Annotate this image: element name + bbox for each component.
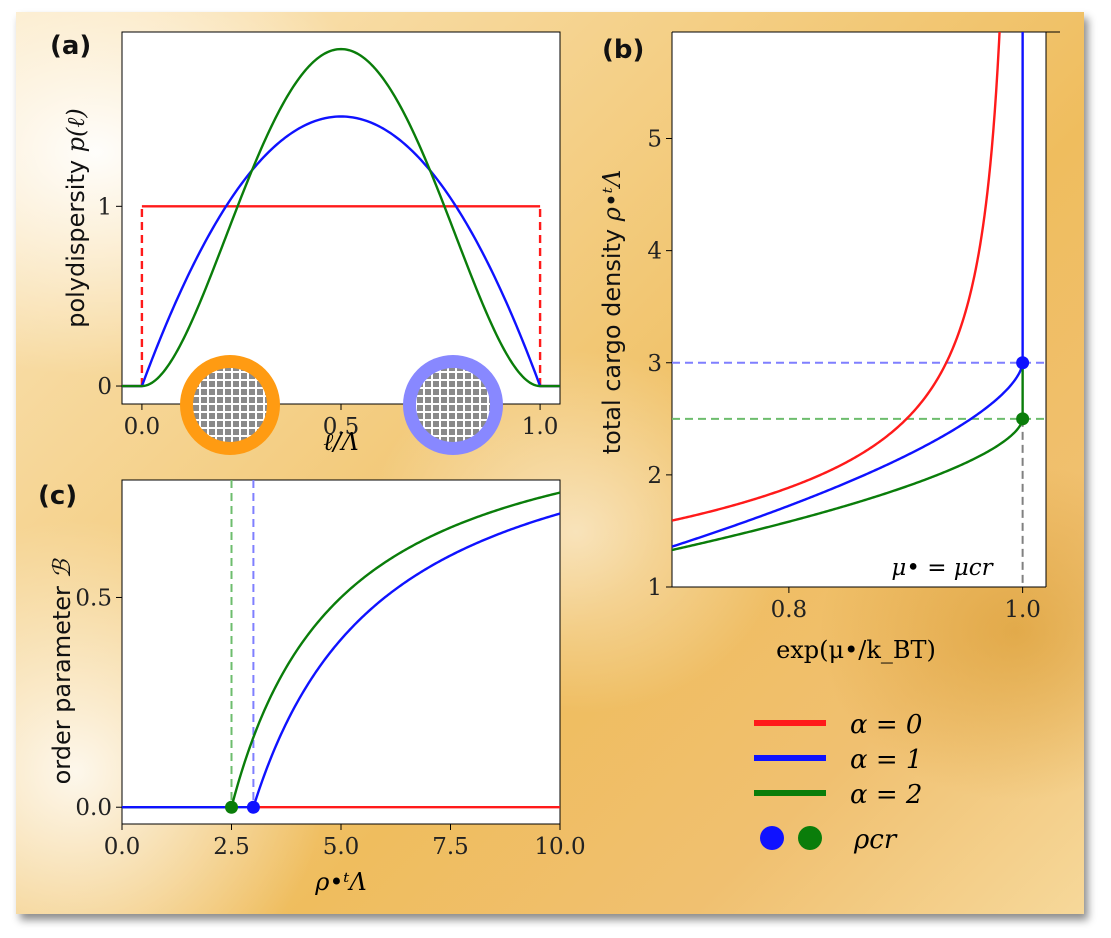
alpha2-critical-point [225, 800, 238, 814]
blue-particle-icon [403, 355, 503, 455]
panel-b-ytick-label: 3 [647, 351, 662, 377]
panel-a-label: (a) [50, 31, 91, 61]
legend-label-rho-cr: ρcr [853, 825, 898, 855]
alpha1-critical-point [1016, 356, 1030, 370]
panel-c-xtick-label: 7.5 [432, 834, 469, 860]
legend: α = 0 α = 1 α = 2 ρcr [754, 710, 922, 855]
panel-c-xlabel: ρ•ᵗΛ [314, 868, 367, 896]
alpha1-line [122, 512, 560, 809]
legend-marker-green [798, 826, 822, 850]
panel-b-xlabel: exp(μ•/k_BT) [776, 636, 936, 664]
panel-b-xtick-label: 1.0 [1004, 597, 1041, 623]
panel-b-ytick-label: 4 [647, 239, 662, 265]
panel-b-ytick-label: 5 [647, 127, 662, 153]
panel-c: 0.0 2.5 5.0 7.5 10.0 0.0 0.5 (c) order paramet… [38, 479, 586, 896]
alpha1-critical-point [246, 800, 260, 814]
panel-b: 0.8 1.0 1 2 3 4 5 (b) total cargo density ρ•ᵗΛ… [598, 31, 1060, 664]
panel-c-xtick-label: 2.5 [213, 834, 250, 860]
panel-c-xtick-label: 5.0 [323, 834, 360, 860]
panel-b-ytick-label: 2 [647, 463, 662, 489]
panel-a-xtick-label: 0.0 [124, 414, 161, 440]
orange-particle-icon [180, 355, 280, 455]
figure-background: 0.0 0.5 1.0 0 1 (a) polydispersity p(ℓ) ℓ/Λ … [16, 12, 1084, 914]
panel-c-xtick-label: 0.0 [104, 834, 141, 860]
legend-marker-blue [760, 826, 784, 850]
orange-core [193, 368, 267, 442]
alpha2-line [672, 362, 1024, 552]
panel-a-xtick-label: 0.5 [323, 414, 360, 440]
panel-b-plot-area [672, 32, 1046, 587]
legend-label-alpha0: α = 0 [850, 710, 922, 740]
legend-label-alpha2: α = 2 [850, 780, 922, 810]
panel-c-xtick-label: 10.0 [534, 834, 585, 860]
panel-c-label: (c) [38, 481, 77, 511]
panel-c-ylabel: order parameter ℬ [48, 557, 76, 784]
panel-c-plot-area [121, 479, 561, 825]
alpha1-line [122, 115, 560, 388]
panel-c-ytick-label: 0.5 [75, 585, 112, 611]
panel-a-ytick-label: 1 [97, 194, 112, 220]
panel-a: 0.0 0.5 1.0 0 1 (a) polydispersity p(ℓ) ℓ/Λ [50, 31, 561, 456]
alpha2-line [122, 491, 560, 809]
panel-a-plot-area [121, 31, 561, 405]
panel-c-ytick-label: 0.0 [75, 795, 112, 821]
blue-core [416, 368, 490, 442]
panel-b-xtick-label: 0.8 [771, 597, 808, 623]
alpha2-line [122, 47, 560, 388]
panel-b-label: (b) [602, 35, 644, 65]
alpha0-line [672, 32, 1001, 522]
panel-a-ytick-label: 0 [97, 374, 112, 400]
panel-a-ylabel: polydispersity p(ℓ) [62, 108, 90, 328]
panel-b-ytick-label: 1 [647, 575, 662, 601]
panel-a-xtick-label: 1.0 [522, 414, 559, 440]
alpha1-line [672, 32, 1024, 548]
panel-a-xlabel: ℓ/Λ [323, 428, 358, 456]
panel-b-annotation: μ• = μcr [891, 555, 994, 581]
alpha2-critical-point [1016, 412, 1030, 426]
legend-label-alpha1: α = 1 [850, 745, 922, 775]
figure-canvas: 0.0 0.5 1.001 (a) polydispersity p(ℓ) ℓ/Λ … [38, 31, 1060, 896]
panel-b-ylabel: total cargo density ρ•ᵗΛ [598, 170, 626, 455]
